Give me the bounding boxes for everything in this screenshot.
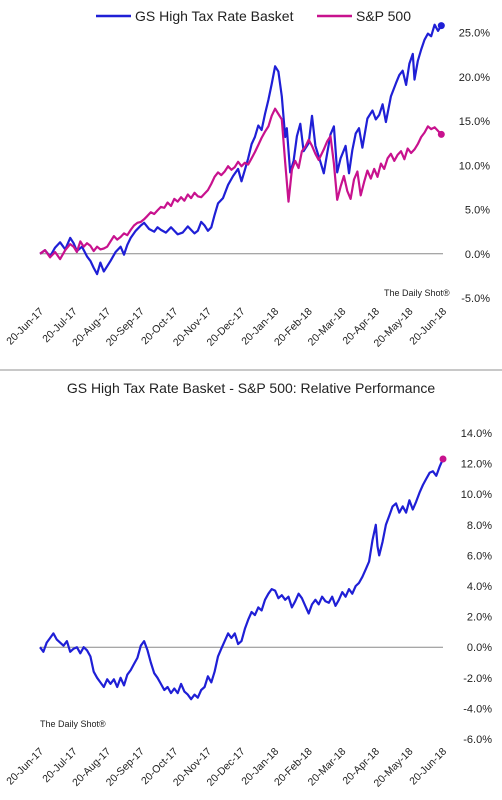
- x-tick-label: 20-Jun-18: [407, 306, 449, 348]
- y-tick-label: 0.0%: [465, 249, 490, 261]
- y-tick-label: -4.0%: [463, 703, 492, 715]
- y-tick-label: 2.0%: [467, 612, 492, 624]
- y-tick-label: -6.0%: [463, 734, 492, 746]
- y-tick-label: 12.0%: [461, 459, 492, 471]
- y-tick-label: 10.0%: [459, 160, 490, 172]
- y-tick-label: 5.0%: [465, 205, 490, 217]
- series-endpoint-dot: [437, 130, 445, 138]
- y-tick-label: -5.0%: [461, 293, 490, 305]
- y-tick-label: 15.0%: [459, 116, 490, 128]
- source-label: The Daily Shot®: [40, 719, 106, 729]
- series-line-gs-high-tax-rate-basket: [39, 23, 443, 276]
- bottom-chart-panel: GS High Tax Rate Basket - S&P 500: Relat…: [0, 372, 502, 800]
- y-tick-label: 6.0%: [467, 550, 492, 562]
- top-chart-panel: -5.0% 0.0% 5.0% 10.0% 15.0% 20.0% 25.0% 20-Jun-…: [0, 0, 502, 368]
- y-tick-label: 10.0%: [461, 489, 492, 501]
- series-line-relative-performance: [39, 458, 445, 701]
- y-tick-label: 4.0%: [467, 581, 492, 593]
- panel-divider: [0, 369, 502, 371]
- x-tick-label: 20-Jun-18: [407, 746, 449, 788]
- chart-title: GS High Tax Rate Basket - S&P 500: Relat…: [67, 380, 436, 396]
- y-tick-label: 25.0%: [459, 28, 490, 40]
- legend-label-sp500: S&P 500: [356, 8, 411, 24]
- series-endpoint-dot: [439, 455, 447, 463]
- bottom-chart: GS High Tax Rate Basket - S&P 500: Relat…: [4, 380, 492, 790]
- top-chart: -5.0% 0.0% 5.0% 10.0% 15.0% 20.0% 25.0% 20-Jun-…: [4, 8, 490, 350]
- y-tick-label: 8.0%: [467, 520, 492, 532]
- y-tick-label: 20.0%: [459, 72, 490, 84]
- series-line-s-p-500: [39, 107, 443, 261]
- chart-legend: GS High Tax Rate Basket S&P 500: [96, 8, 411, 24]
- x-tick-label: 20-Jun-17: [4, 306, 46, 348]
- source-label: The Daily Shot®: [384, 288, 450, 298]
- series-endpoint-dot: [437, 22, 445, 30]
- legend-label-gs: GS High Tax Rate Basket: [135, 8, 294, 24]
- y-tick-label: 0.0%: [467, 642, 492, 654]
- y-tick-label: -2.0%: [463, 673, 492, 685]
- y-tick-label: 14.0%: [461, 428, 492, 440]
- x-tick-label: 20-Jun-17: [4, 746, 46, 788]
